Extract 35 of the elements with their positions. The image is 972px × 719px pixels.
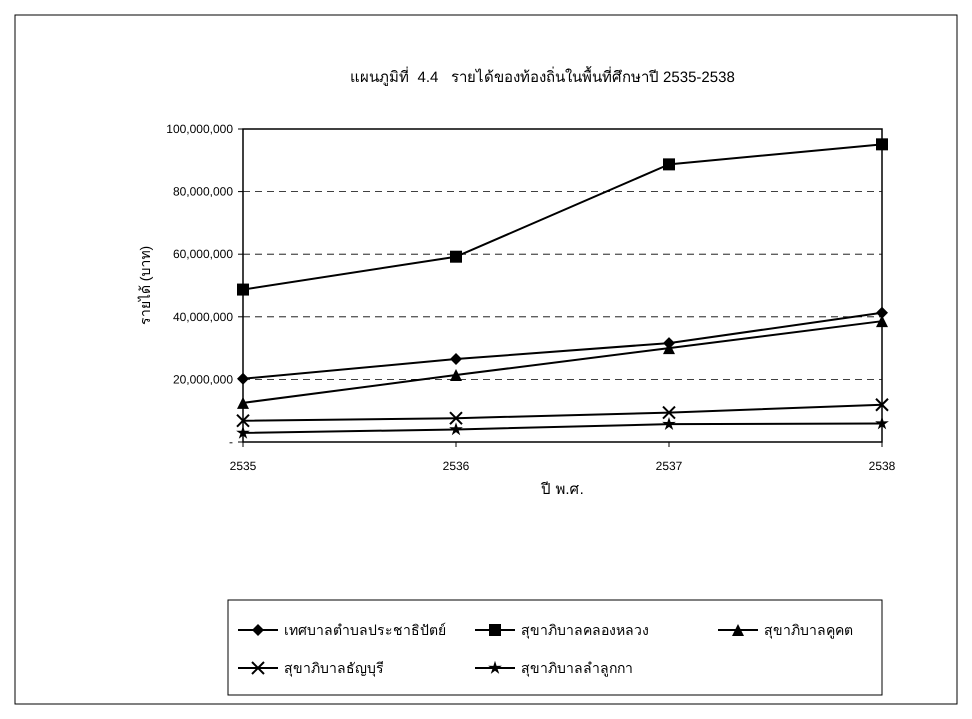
- point: [450, 353, 462, 366]
- point: [237, 396, 249, 409]
- y-tick-label: 40,000,000: [172, 310, 234, 324]
- legend-label: สุขาภิบาลคลองหลวง: [521, 622, 649, 639]
- point: [237, 284, 249, 296]
- point: [876, 138, 888, 150]
- legend-label: สุขาภิบาลลำลูกกา: [521, 660, 633, 677]
- x-tick-label: 2538: [868, 459, 896, 473]
- point: [236, 414, 250, 428]
- y-tick-label: 20,000,000: [172, 372, 234, 386]
- x-tick-label: 2535: [230, 459, 257, 473]
- y-tick-label: -: [229, 435, 233, 449]
- y-tick-label: 60,000,000: [172, 247, 234, 262]
- point: [449, 411, 463, 426]
- legend-label: สุขาภิบาลคูคต: [764, 622, 853, 639]
- y-tick-label: 80,000,000: [172, 184, 234, 199]
- point: [450, 250, 462, 263]
- point: [876, 306, 888, 319]
- legend-label: เทศบาลตำบลประชาธิปัตย์: [284, 622, 446, 638]
- y-tick-label: 100,000,000: [166, 122, 234, 136]
- x-tick-label: 2536: [442, 459, 470, 473]
- point: [875, 398, 889, 412]
- chart-title: แผนภูมิที่ 4.4 รายได้ของท้องถิ่นในพื้นที่ศึกษาปี 2535-2538: [350, 66, 735, 86]
- y-axis-title: รายได้ (บาท): [137, 246, 153, 326]
- legend-label: สุขาภิบาลธัญบุรี: [284, 660, 384, 677]
- point: [237, 372, 249, 385]
- point: [662, 406, 676, 420]
- x-axis-title: ปี พ.ศ.: [540, 481, 584, 498]
- point: [449, 422, 463, 436]
- point: [662, 416, 676, 430]
- x-tick-label: 2537: [656, 459, 683, 473]
- point: [875, 416, 889, 430]
- point: [450, 369, 462, 382]
- point: [663, 158, 675, 170]
- point: [236, 426, 250, 439]
